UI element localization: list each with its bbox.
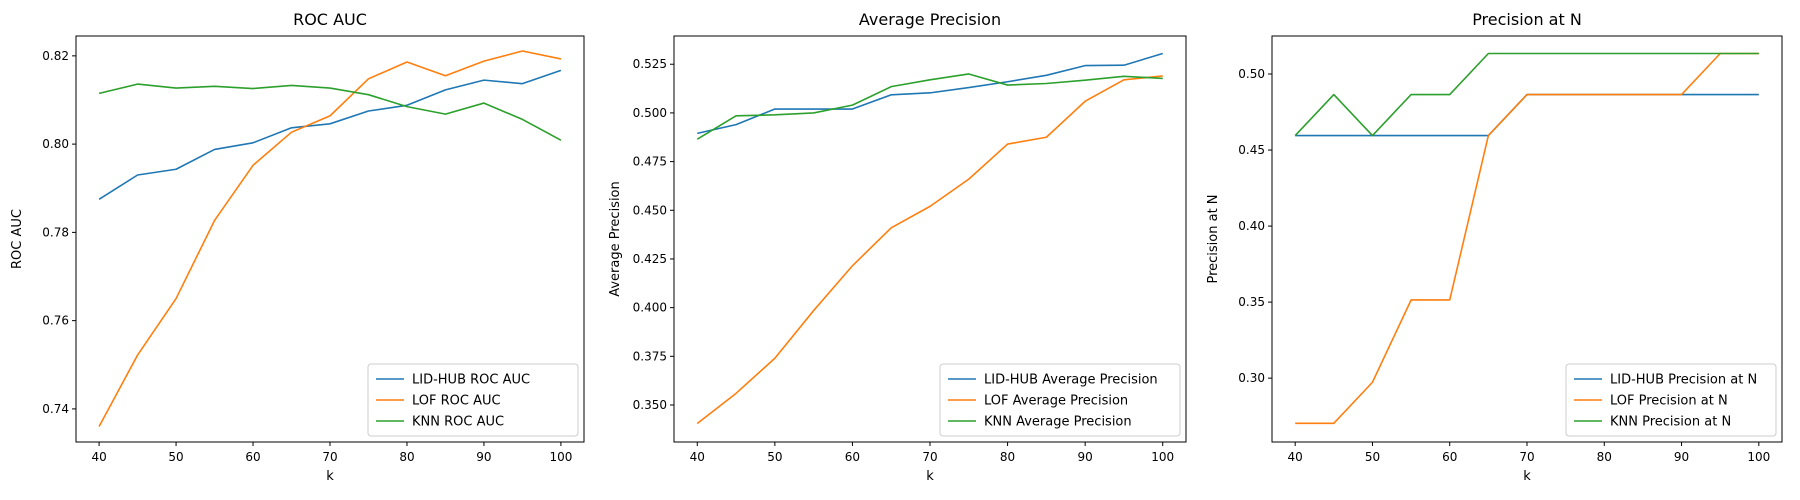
y-tick-label: 0.350 [633, 398, 667, 412]
chart-title: Precision at N [1472, 10, 1582, 29]
x-tick-label: 100 [549, 450, 572, 464]
x-axis-label: k [1523, 469, 1531, 484]
x-tick-label: 70 [322, 450, 337, 464]
x-tick-label: 40 [91, 450, 106, 464]
y-tick-label: 0.30 [1238, 371, 1265, 385]
y-tick-label: 0.74 [42, 402, 69, 416]
x-axis-label: k [926, 469, 934, 484]
legend-label: LID-HUB Precision at N [1610, 373, 1757, 388]
chart-title: ROC AUC [293, 10, 367, 29]
series-line-2 [696, 75, 1163, 425]
legend-label: KNN Average Precision [984, 415, 1132, 430]
x-tick-label: 50 [168, 450, 183, 464]
y-tick-label: 0.76 [42, 314, 69, 328]
legend-label: KNN ROC AUC [412, 415, 504, 430]
y-tick-label: 0.50 [1238, 67, 1265, 81]
x-axis-label: k [326, 469, 334, 484]
legend-label: LOF Average Precision [984, 394, 1128, 409]
legend-box [939, 363, 1181, 437]
y-tick-label: 0.375 [633, 349, 667, 363]
x-tick-label: 40 [690, 450, 705, 464]
x-tick-label: 80 [1000, 450, 1015, 464]
series-line-1 [697, 52, 1163, 135]
x-tick-label: 100 [1151, 450, 1174, 464]
series-line-1 [98, 69, 562, 200]
y-tick-label: 0.40 [1238, 219, 1265, 233]
y-tick-label: 0.35 [1238, 295, 1265, 309]
x-tick-label: 90 [476, 450, 491, 464]
series-line-2 [98, 50, 562, 427]
chart-panel-1: 40 50 60 70 80 90 100 0.74 0.76 0.78 0.80 0.82 ROC A… [10, 10, 585, 484]
x-tick-label: 50 [767, 450, 782, 464]
y-tick-label: 0.450 [633, 203, 667, 217]
x-tick-label: 70 [922, 450, 937, 464]
x-tick-label: 50 [1365, 450, 1380, 464]
x-tick-label: 40 [1288, 450, 1303, 464]
legend: LID-HUB ROC AUC LOF ROC AUC KNN ROC AUC [367, 363, 579, 437]
chart-title: Average Precision [859, 10, 1001, 29]
y-tick-label: 0.82 [42, 49, 69, 63]
y-tick-label: 0.45 [1238, 143, 1265, 157]
y-axis-label: Precision at N [1206, 194, 1221, 283]
x-tick-label: 80 [1597, 450, 1612, 464]
legend-label: LOF ROC AUC [412, 394, 501, 409]
legend-box [1565, 363, 1777, 437]
y-axis-label: ROC AUC [10, 209, 25, 269]
x-tick-label: 60 [845, 450, 860, 464]
y-tick-label: 0.78 [42, 225, 69, 239]
x-tick-label: 70 [1519, 450, 1534, 464]
y-tick-label: 0.400 [633, 301, 667, 315]
y-tick-label: 0.80 [42, 137, 69, 151]
x-tick-label: 90 [1674, 450, 1689, 464]
y-tick-label: 0.525 [633, 57, 667, 71]
series-line-3 [1294, 52, 1759, 137]
legend: LID-HUB Average Precision LOF Average Pre… [939, 363, 1181, 437]
legend-label: LID-HUB Average Precision [984, 373, 1158, 388]
y-tick-label: 0.425 [633, 252, 667, 266]
series-line-2 [1295, 52, 1759, 425]
series-line-3 [98, 83, 562, 141]
x-tick-label: 60 [245, 450, 260, 464]
y-tick-label: 0.475 [633, 155, 667, 169]
chart-panel-2: 40 50 60 70 80 90 100 0.350 0.375 0.400 0.425 0.450… [608, 10, 1187, 484]
x-tick-label: 60 [1442, 450, 1457, 464]
legend-label: LOF Precision at N [1610, 394, 1728, 409]
chart-panel-3: 40 50 60 70 80 90 100 0.30 0.35 0.40 0.45 0.50 Preci… [1206, 10, 1783, 484]
legend: LID-HUB Precision at N LOF Precision at N… [1565, 363, 1777, 437]
y-axis-label: Average Precision [608, 181, 623, 297]
y-tick-label: 0.500 [633, 106, 667, 120]
x-tick-label: 100 [1747, 450, 1770, 464]
legend-label: LID-HUB ROC AUC [412, 373, 530, 388]
legend-box [367, 363, 579, 437]
series-line-3 [696, 73, 1163, 140]
legend-label: KNN Precision at N [1610, 415, 1731, 430]
x-tick-label: 90 [1078, 450, 1093, 464]
x-tick-label: 80 [399, 450, 414, 464]
